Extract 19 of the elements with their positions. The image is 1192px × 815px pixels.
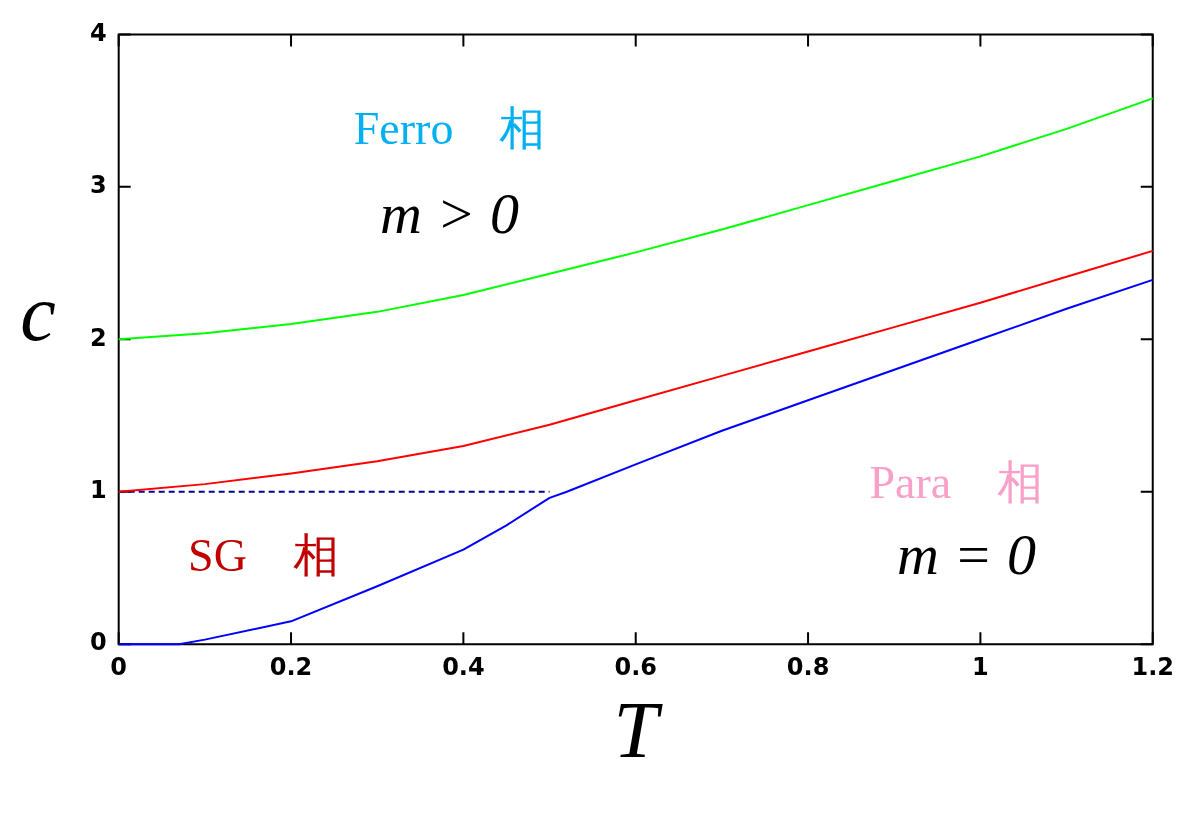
x-tick-label: 1.2 [1131,652,1174,681]
annotation: Para 相 [869,456,1044,508]
annotation: m = 0 [897,522,1037,588]
x-tick-label: 0.8 [786,652,830,681]
y-tick-label: 1 [90,475,107,504]
annotation: SG 相 [188,529,339,581]
x-tick-label: 0.4 [442,652,485,681]
x-tick-label: 0.6 [614,652,657,681]
y-tick-label: 2 [90,323,107,352]
y-axis-title: c [20,269,56,358]
y-tick-label: 3 [90,171,107,200]
x-axis-title: T [613,686,664,775]
annotation: m > 0 [380,180,520,246]
annotation: Ferro 相 [353,103,546,155]
y-tick-label: 0 [90,628,107,657]
y-tick-label: 4 [90,18,107,47]
x-tick-label: 0 [110,652,128,681]
x-tick-label: 1 [972,652,989,681]
x-tick-label: 0.2 [269,652,313,681]
